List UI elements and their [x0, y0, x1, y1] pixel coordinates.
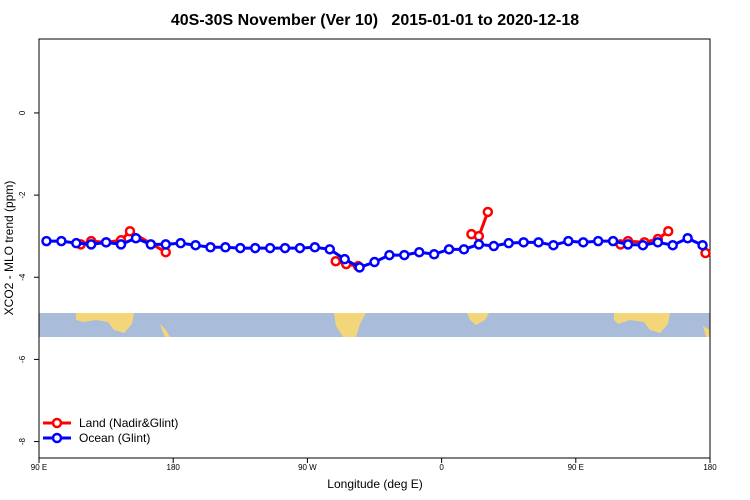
data-point	[473, 239, 485, 250]
data-point	[115, 239, 127, 250]
data-point	[443, 244, 455, 255]
data-point	[220, 242, 231, 253]
data-point	[264, 242, 276, 254]
y-tick-label: 0	[18, 110, 27, 115]
data-point	[592, 235, 604, 247]
data-point	[533, 237, 544, 248]
data-point	[488, 240, 500, 252]
y-tick-label: -4	[18, 273, 27, 281]
data-point	[428, 249, 440, 260]
data-point	[56, 235, 67, 247]
data-point	[667, 239, 678, 251]
data-point	[473, 230, 485, 242]
legend-marker	[51, 432, 63, 444]
data-point	[124, 225, 136, 237]
data-point	[249, 242, 261, 254]
chart-title: 40S-30S November (Ver 10) 2015-01-01 to …	[171, 12, 579, 29]
land-shape	[467, 313, 489, 325]
y-axis-label: XCO2 - MLO trend (ppm)	[2, 181, 16, 316]
data-point	[563, 235, 574, 247]
land-shape	[614, 313, 670, 333]
data-point	[324, 244, 336, 255]
x-tick-label: 180	[703, 463, 717, 472]
data-point	[399, 249, 410, 261]
data-point	[145, 239, 157, 250]
data-point	[682, 232, 693, 244]
land-shape	[703, 326, 710, 337]
data-point	[503, 237, 514, 249]
data-point	[354, 262, 365, 273]
data-point	[71, 237, 82, 249]
x-tick-label: 180	[167, 463, 181, 472]
data-point	[339, 253, 350, 265]
legend-label: Land (Nadir&Glint)	[79, 416, 178, 430]
land-shape	[76, 313, 134, 333]
data-point	[309, 242, 321, 253]
data-point	[697, 239, 708, 251]
data-point	[622, 239, 634, 250]
land-shape	[334, 313, 366, 337]
x-tick-label: 90 W	[298, 463, 317, 472]
data-point	[518, 237, 529, 248]
data-point	[578, 237, 589, 248]
x-axis-label: Longitude (deg E)	[327, 477, 422, 491]
land-shape	[160, 324, 170, 337]
data-point	[384, 249, 395, 261]
data-point	[294, 242, 306, 254]
plot-frame	[38, 38, 711, 459]
data-point	[548, 239, 559, 251]
ocean-background	[39, 313, 710, 337]
data-point	[205, 242, 216, 253]
data-point	[85, 239, 97, 250]
data-point	[413, 246, 425, 258]
legend-marker	[51, 417, 63, 429]
data-point	[175, 237, 186, 249]
map-strip	[39, 313, 710, 337]
data-point	[369, 256, 380, 268]
x-tick-label: 0	[439, 463, 444, 472]
data-point	[458, 244, 470, 255]
data-point	[330, 255, 341, 267]
data-point	[662, 225, 674, 237]
data-point	[235, 242, 246, 254]
data-point	[637, 239, 649, 251]
data-point	[190, 239, 201, 251]
x-tick-label: 90 E	[568, 463, 584, 472]
data-point	[41, 235, 52, 247]
y-tick-label: -8	[18, 437, 27, 445]
x-tick-label: 90 E	[31, 463, 47, 472]
y-tick-label: -6	[18, 355, 27, 363]
data-point	[652, 237, 664, 248]
data-point	[607, 235, 619, 247]
data-point	[130, 232, 142, 244]
data-point	[160, 239, 171, 250]
data-point	[482, 206, 494, 218]
legend-label: Ocean (Glint)	[79, 431, 150, 445]
data-point	[100, 237, 112, 248]
y-tick-label: -2	[18, 191, 27, 199]
data-point	[279, 242, 291, 254]
